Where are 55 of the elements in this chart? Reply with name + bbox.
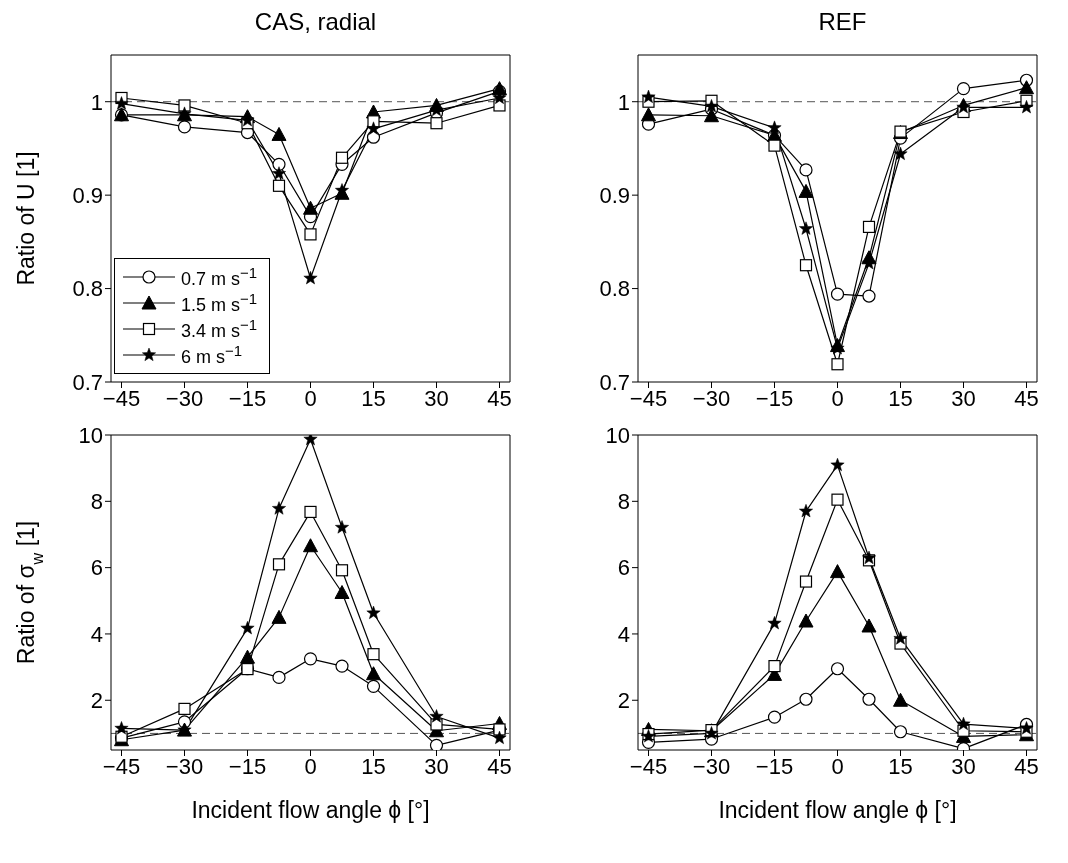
x-axis-title: Incident flow angle ϕ [°] xyxy=(191,797,430,823)
x-tick-label: 45 xyxy=(1014,753,1039,779)
y-tick-label: 6 xyxy=(617,555,630,581)
y-tick-label: 2 xyxy=(90,688,103,714)
x-tick-label: 30 xyxy=(951,385,976,411)
x-tick-label: −30 xyxy=(165,753,204,779)
x-tick-label: 30 xyxy=(424,385,449,411)
x-tick-label: 15 xyxy=(888,385,913,411)
x-tick-label: −30 xyxy=(165,385,204,411)
x-tick-label: 0 xyxy=(831,385,844,411)
y-tick-label: 0.9 xyxy=(599,182,630,208)
y-tick-label: 0.7 xyxy=(72,369,103,395)
y-tick-label: 8 xyxy=(90,489,103,515)
x-tick-label: 0 xyxy=(304,753,317,779)
y-tick-label: 0.8 xyxy=(72,276,103,302)
x-tick-label: 30 xyxy=(424,753,449,779)
x-tick-label: −15 xyxy=(755,385,794,411)
x-tick-label: −15 xyxy=(228,753,267,779)
x-tick-label: 45 xyxy=(1014,385,1039,411)
y-tick-label: 0.9 xyxy=(72,182,103,208)
chart-title: CAS, radial xyxy=(253,8,378,37)
legend-label: 1.5 m s$^{−1}$ xyxy=(181,290,258,316)
y-tick-label: 0.8 xyxy=(599,276,630,302)
y-tick-label: 10 xyxy=(605,422,630,448)
x-tick-label: 0 xyxy=(304,385,317,411)
y-tick-label: 0.7 xyxy=(599,369,630,395)
y-tick-label: 2 xyxy=(617,688,630,714)
x-tick-label: 45 xyxy=(487,753,512,779)
x-axis-title: Incident flow angle ϕ [°] xyxy=(718,797,957,823)
y-tick-label: 6 xyxy=(90,555,103,581)
x-tick-label: −45 xyxy=(629,753,668,779)
chart-title: REF xyxy=(817,8,868,37)
legend-label: 3.4 m s$^{−1}$ xyxy=(181,316,258,342)
x-tick-label: −30 xyxy=(692,385,731,411)
x-tick-label: 0 xyxy=(831,753,844,779)
y-tick-label: 1 xyxy=(617,89,630,115)
x-tick-label: 15 xyxy=(888,753,913,779)
x-tick-label: −45 xyxy=(102,385,141,411)
x-tick-label: −45 xyxy=(629,385,668,411)
x-tick-label: −15 xyxy=(755,753,794,779)
x-tick-label: 30 xyxy=(951,753,976,779)
x-tick-label: 45 xyxy=(487,385,512,411)
x-tick-label: 15 xyxy=(361,753,386,779)
x-tick-label: −15 xyxy=(228,385,267,411)
y-tick-label: 8 xyxy=(617,489,630,515)
y-tick-label: 4 xyxy=(617,621,630,647)
y-tick-label: 10 xyxy=(78,422,103,448)
x-tick-label: −30 xyxy=(692,753,731,779)
legend-label: 0.7 m s$^{−1}$ xyxy=(181,264,258,290)
y-tick-label: 4 xyxy=(90,621,103,647)
y-axis-title: Ratio of U [1] xyxy=(13,151,39,286)
x-tick-label: 15 xyxy=(361,385,386,411)
x-tick-label: −45 xyxy=(102,753,141,779)
legend-label: 6 m s$^{−1}$ xyxy=(181,342,243,368)
y-tick-label: 1 xyxy=(90,89,103,115)
